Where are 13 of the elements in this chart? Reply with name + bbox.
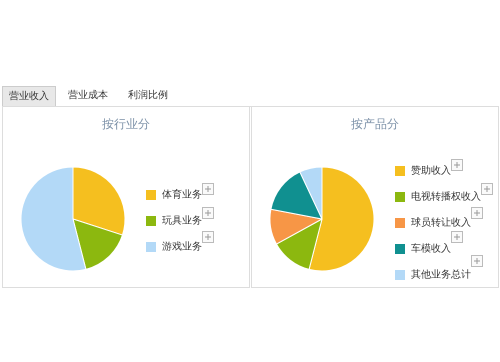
legend-label: 球员转让收入: [411, 216, 471, 228]
legend-label: 体育业务: [162, 188, 202, 200]
legend-label: 电视转播权收入: [411, 190, 481, 202]
text: 按产品分: [351, 117, 399, 131]
text: 利润比例: [127, 88, 169, 103]
legend-label: 游戏业务: [162, 240, 202, 252]
legend-label: 赞助收入: [411, 164, 451, 176]
legend-label: 玩具业务: [162, 214, 202, 226]
legend-label: 其他业务总计: [411, 268, 471, 280]
text: 营业收入: [2, 86, 56, 107]
text: 营业成本: [67, 88, 109, 103]
chart-title: 按行业分: [102, 117, 150, 131]
legend-label: 车模收入: [411, 242, 451, 254]
